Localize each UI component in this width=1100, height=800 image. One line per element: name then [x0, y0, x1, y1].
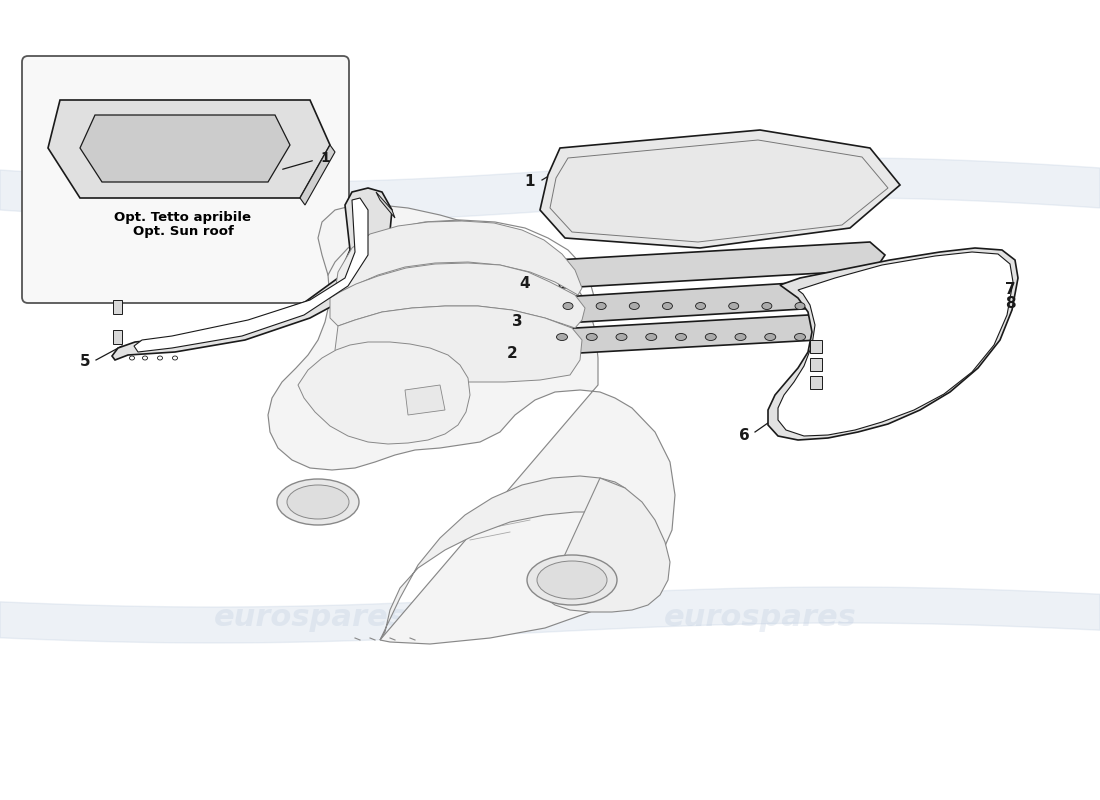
Polygon shape: [556, 242, 886, 288]
Text: 3: 3: [513, 314, 522, 330]
Text: 2: 2: [507, 346, 518, 362]
Ellipse shape: [762, 302, 772, 310]
Polygon shape: [112, 188, 392, 360]
Text: 7: 7: [1005, 282, 1015, 297]
Text: 4: 4: [519, 275, 530, 290]
Ellipse shape: [143, 356, 147, 360]
Polygon shape: [778, 252, 1013, 436]
Polygon shape: [330, 263, 585, 328]
Ellipse shape: [892, 325, 901, 331]
Polygon shape: [379, 476, 630, 640]
Text: 6: 6: [739, 427, 750, 442]
Ellipse shape: [858, 325, 867, 331]
Polygon shape: [810, 340, 822, 353]
Polygon shape: [848, 312, 982, 345]
Polygon shape: [810, 376, 822, 389]
Text: Opt. Tetto apribile: Opt. Tetto apribile: [114, 211, 252, 225]
Polygon shape: [298, 342, 470, 444]
Ellipse shape: [675, 334, 686, 341]
Text: eurospares: eurospares: [584, 178, 777, 207]
Polygon shape: [268, 205, 675, 644]
Text: 1: 1: [525, 174, 535, 190]
Polygon shape: [540, 130, 900, 248]
Polygon shape: [768, 248, 1018, 440]
Text: 5: 5: [79, 354, 90, 370]
Ellipse shape: [795, 302, 805, 310]
Ellipse shape: [735, 334, 746, 341]
Ellipse shape: [130, 356, 134, 360]
Polygon shape: [405, 385, 446, 415]
Polygon shape: [80, 115, 290, 182]
Ellipse shape: [960, 325, 969, 331]
FancyBboxPatch shape: [22, 56, 349, 303]
Text: eurospares: eurospares: [113, 181, 307, 210]
Ellipse shape: [157, 356, 163, 360]
Ellipse shape: [794, 334, 805, 341]
Polygon shape: [134, 198, 368, 352]
Polygon shape: [850, 285, 984, 318]
Polygon shape: [300, 145, 336, 205]
Polygon shape: [810, 358, 822, 371]
Text: eurospares: eurospares: [213, 603, 406, 633]
Text: 1: 1: [320, 151, 330, 165]
Ellipse shape: [616, 334, 627, 341]
Ellipse shape: [173, 356, 177, 360]
Text: 8: 8: [1005, 295, 1015, 310]
Ellipse shape: [662, 302, 672, 310]
Polygon shape: [544, 478, 670, 612]
Text: eurospares: eurospares: [663, 602, 857, 631]
Ellipse shape: [586, 334, 597, 341]
Ellipse shape: [764, 334, 776, 341]
Ellipse shape: [287, 485, 349, 519]
Polygon shape: [544, 282, 825, 324]
Ellipse shape: [563, 302, 573, 310]
Ellipse shape: [537, 561, 607, 599]
Ellipse shape: [728, 302, 739, 310]
Polygon shape: [113, 330, 122, 344]
Ellipse shape: [527, 555, 617, 605]
Ellipse shape: [926, 325, 935, 331]
Ellipse shape: [629, 302, 639, 310]
Polygon shape: [48, 100, 330, 198]
Ellipse shape: [557, 334, 568, 341]
Polygon shape: [376, 192, 395, 218]
Polygon shape: [336, 306, 582, 382]
Polygon shape: [540, 315, 822, 355]
Text: Opt. Sun roof: Opt. Sun roof: [133, 226, 233, 238]
Ellipse shape: [695, 302, 705, 310]
Ellipse shape: [646, 334, 657, 341]
Ellipse shape: [277, 479, 359, 525]
Polygon shape: [113, 300, 122, 314]
Polygon shape: [336, 221, 582, 295]
Ellipse shape: [596, 302, 606, 310]
Ellipse shape: [705, 334, 716, 341]
